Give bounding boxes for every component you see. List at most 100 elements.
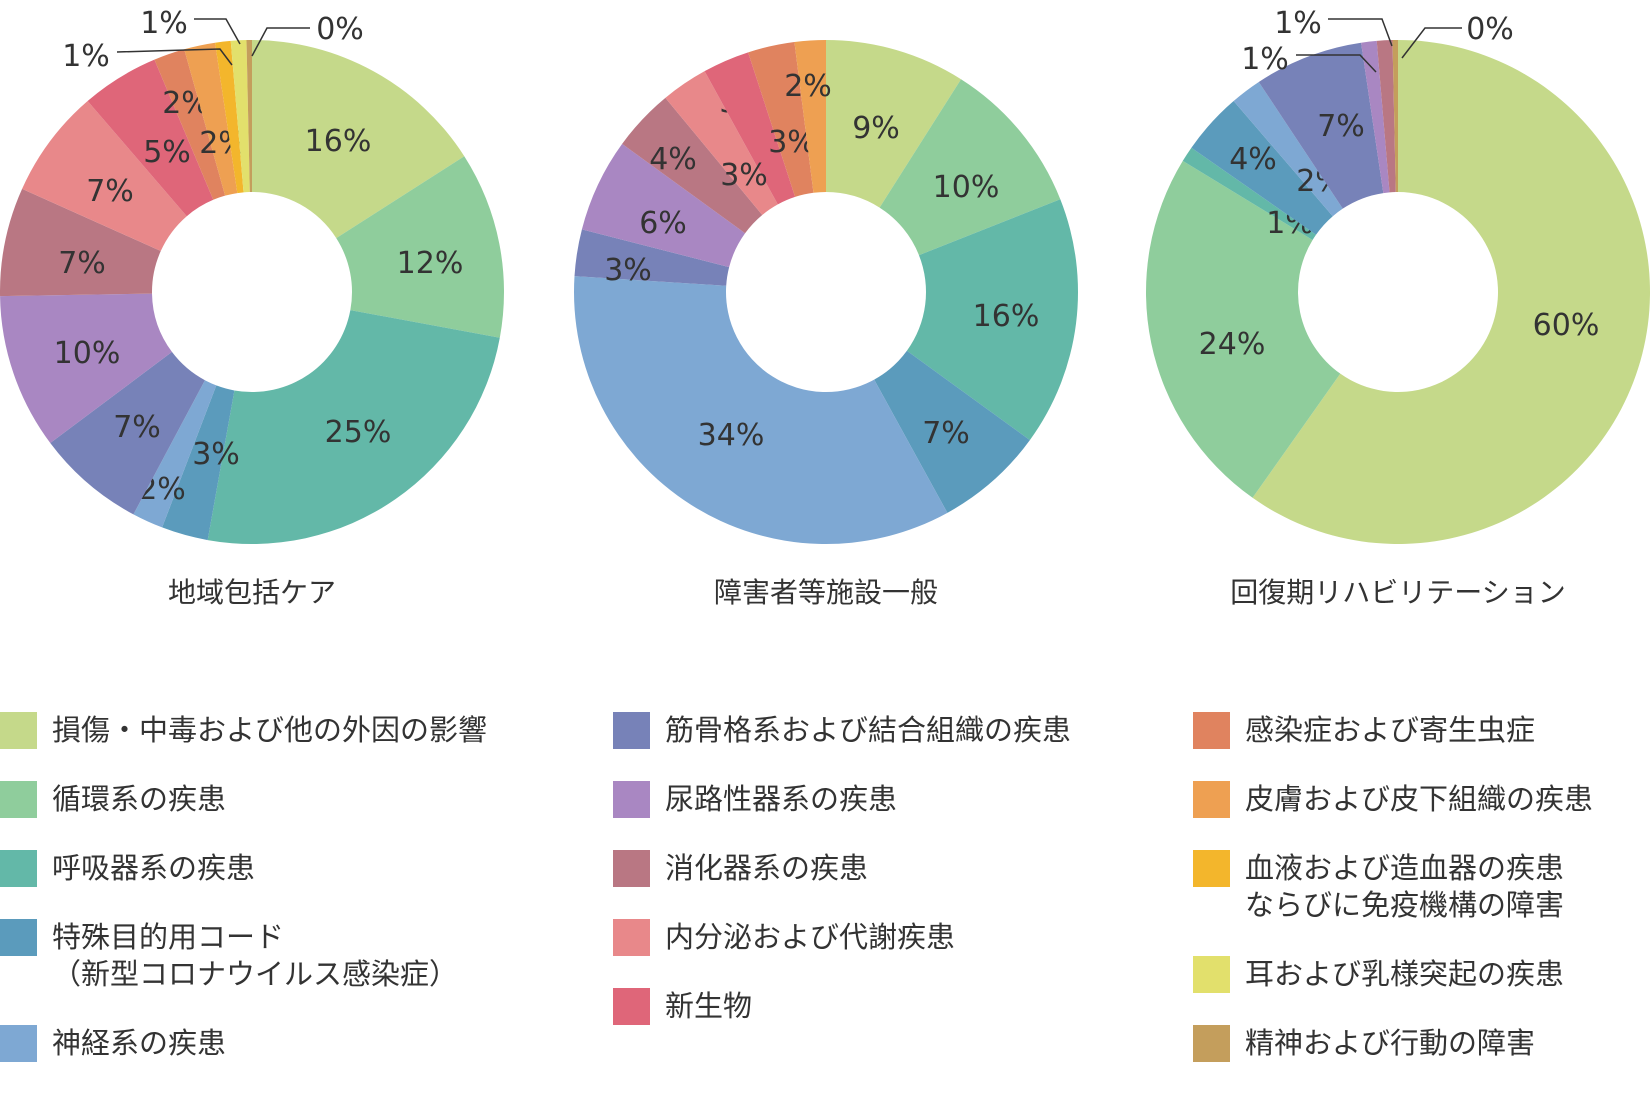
label-leader-line — [1401, 27, 1462, 59]
data-label: 1% — [1274, 6, 1322, 41]
chart-title: 回復期リハビリテーション — [1230, 576, 1565, 609]
label-leader-line — [194, 18, 241, 45]
pie-slice — [1392, 40, 1398, 193]
donut-charts-area: 16% 12% 25% 3% 2% 7% 10% 7% 7% 5% 2% 2% 1% 1% 0% 地域包括ケア… — [0, 6, 1650, 609]
data-label: 7% — [1317, 109, 1365, 144]
pie-slice — [748, 41, 814, 197]
pie-slice — [207, 310, 500, 545]
pie-slice — [246, 40, 252, 193]
legend-item: 損傷・中毒および他の外因の影響 — [0, 712, 487, 749]
legend-label: ならびに免疫機構の障害 — [1245, 888, 1565, 922]
donut-chart-1: 16%12%25%3%2%7%10%7%7%5%2%2%1%1% 0%地域包括ケア — [0, 6, 505, 609]
legend-swatch — [1193, 956, 1230, 993]
data-label: 0% — [1466, 12, 1514, 47]
data-label: 12% — [397, 246, 464, 281]
label-leader-line — [1328, 18, 1393, 47]
chart-title: 障害者等施設一般 — [714, 576, 938, 609]
pie-slice — [1252, 40, 1650, 544]
pie-slice — [1191, 101, 1333, 235]
legend-column-3: 感染症および寄生虫症 皮膚および皮下組織の疾患血液および造血器の疾患 ならびに免疫機… — [1193, 712, 1593, 1094]
pie-slice — [1233, 81, 1343, 217]
label-leader-line — [1296, 54, 1377, 73]
pie-slice — [0, 188, 161, 297]
legend-item: 循環系の疾患 — [0, 781, 487, 818]
donut-chart-3: 60%24%1%4%2%7%1%1% 0%回復期リハビリテーション — [1146, 6, 1650, 609]
legend-label: 消化器系の疾患 — [665, 851, 869, 885]
legend-swatch — [613, 988, 650, 1025]
legend-item: 呼吸器系の疾患 — [0, 850, 487, 887]
data-label: 2% — [784, 69, 832, 104]
donut-charts-svg: 16%12%25%3%2%7%10%7%7%5%2%2%1%1% 0%地域包括ケア… — [0, 6, 1650, 609]
legend-item: 特殊目的用コード （新型コロナウイルス感染症） — [0, 919, 487, 993]
data-label: 34% — [698, 418, 765, 453]
legend-swatch — [613, 781, 650, 818]
label-leader-line — [116, 48, 233, 66]
pie-slice — [1146, 160, 1341, 498]
legend-item: 尿路性器系の疾患 — [613, 781, 1071, 818]
legend-item: 耳および乳様突起の疾患 — [1193, 956, 1593, 993]
pie-slice — [162, 385, 235, 541]
legend-label: 尿路性器系の疾患 — [665, 782, 898, 816]
legend-label: 血液および造血器の疾患 — [1245, 851, 1565, 885]
legend-swatch — [0, 1025, 37, 1062]
data-label: 24% — [1199, 327, 1266, 362]
legend-label: 筋骨格系および結合組織の疾患 — [665, 713, 1072, 747]
legend-label: 耳および乳様突起の疾患 — [1245, 957, 1565, 991]
legend-label: 特殊目的用コード — [52, 920, 285, 954]
pie-slice — [704, 52, 796, 205]
chart-title: 地域包括ケア — [168, 576, 336, 609]
pie-slice — [154, 49, 226, 200]
pie-slice — [574, 276, 948, 545]
legend-column-1: 損傷・中毒および他の外因の影響 循環系の疾患 呼吸器系の疾患 特殊目的用コード （新型コ… — [0, 712, 487, 1094]
pie-slice — [1376, 40, 1396, 193]
pie-slice — [622, 97, 763, 234]
legend-label: 精神および行動の障害 — [1245, 1026, 1536, 1060]
data-label: 1% — [62, 39, 110, 74]
pie-slice — [0, 293, 172, 444]
data-label: 9% — [852, 111, 900, 146]
pie-slice — [1258, 42, 1384, 209]
data-label: 3% — [604, 253, 652, 288]
data-label: 16% — [973, 299, 1040, 334]
legend-swatch — [0, 781, 37, 818]
legend-label: （新型コロナウイルス感染症） — [52, 957, 459, 991]
pie-slice — [1361, 40, 1390, 194]
data-label: 1% — [140, 6, 188, 41]
pie-slice — [581, 143, 746, 268]
legend-swatch — [1193, 781, 1230, 818]
data-label: 7% — [86, 174, 134, 209]
legend-item: 精神および行動の障害 — [1193, 1025, 1593, 1062]
legend-item: 新生物 — [613, 988, 1071, 1025]
data-label: 3% — [192, 437, 240, 472]
legend-label: 呼吸器系の疾患 — [52, 851, 256, 885]
pie-slice — [184, 42, 238, 196]
pie-slice — [906, 199, 1078, 441]
legend-item: 皮膚および皮下組織の疾患 — [1193, 781, 1593, 818]
legend-item: 内分泌および代謝疾患 — [613, 919, 1071, 956]
pie-slice — [794, 40, 826, 193]
data-label: 1% — [1241, 42, 1289, 77]
pie-slice — [215, 40, 244, 194]
data-label: 4% — [649, 142, 697, 177]
data-label: 4% — [1229, 142, 1277, 177]
legend-item: 感染症および寄生虫症 — [1193, 712, 1593, 749]
donut-chart-2: 9%10%16%7%34%3%6%4%3%3%3%2%障害者等施設一般 — [574, 40, 1078, 609]
legend-item: 血液および造血器の疾患 ならびに免疫機構の障害 — [1193, 850, 1593, 924]
data-label: 60% — [1533, 308, 1600, 343]
data-label: 6% — [639, 206, 687, 241]
pie-slice — [133, 380, 217, 528]
pie-slice — [574, 229, 730, 286]
legend-swatch — [613, 712, 650, 749]
data-label: 0% — [316, 12, 364, 47]
data-label: 10% — [54, 336, 121, 371]
legend-swatch — [0, 712, 37, 749]
data-label: 10% — [933, 170, 1000, 205]
data-label: 5% — [143, 135, 191, 170]
pie-slice — [826, 40, 962, 208]
data-label: 7% — [922, 416, 970, 451]
data-label: 3% — [720, 158, 768, 193]
legend-item: 神経系の疾患 — [0, 1025, 487, 1062]
data-label: 16% — [305, 124, 372, 159]
pie-slice — [336, 156, 505, 338]
pie-slice — [665, 71, 778, 215]
